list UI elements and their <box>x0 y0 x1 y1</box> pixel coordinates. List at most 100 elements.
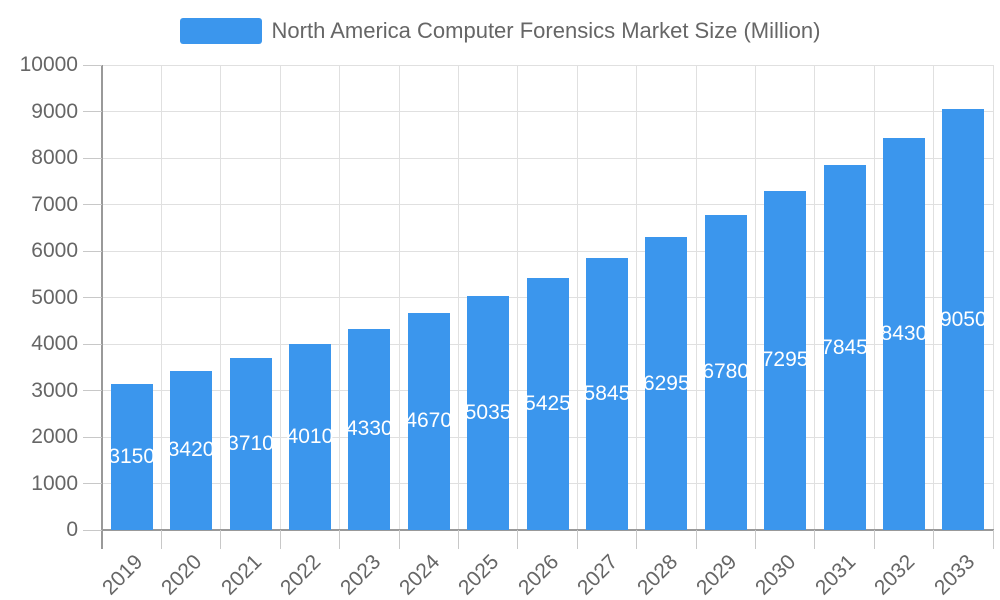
bar-value-label: 5845 <box>583 382 631 406</box>
y-gridline <box>102 204 993 205</box>
bar-value-label: 3420 <box>167 438 215 462</box>
x-axis-tick <box>517 530 519 549</box>
legend-swatch <box>179 18 262 44</box>
x-axis-label: 2030 <box>751 550 801 600</box>
x-axis-tick <box>160 530 162 549</box>
x-axis-tick <box>636 530 638 549</box>
bar-2024[interactable]: 4670 <box>405 312 453 530</box>
x-gridline <box>279 65 281 530</box>
bar-value-label: 7845 <box>821 335 868 359</box>
y-axis-tick <box>83 297 102 298</box>
x-axis-label: 2032 <box>870 550 920 600</box>
x-axis-label: 2020 <box>157 550 207 600</box>
y-gridline <box>102 64 993 66</box>
bar-value-label: 3710 <box>227 431 274 455</box>
bar-2022[interactable]: 4010 <box>286 343 334 530</box>
bar-2021[interactable]: 3710 <box>227 357 274 530</box>
y-axis-tick <box>83 157 102 159</box>
x-axis-label: 2021 <box>216 550 267 600</box>
bar-2023[interactable]: 4330 <box>345 328 393 530</box>
y-axis-tick <box>83 204 102 205</box>
x-gridline <box>992 65 994 530</box>
bar-value-label: 6780 <box>702 360 750 384</box>
y-axis-label: 5000 <box>31 285 78 309</box>
x-axis-tick <box>873 530 875 549</box>
x-axis-label: 2019 <box>97 550 148 600</box>
plot-area: 3150 3420 3710 4010 4330 4670 5035 5425 5845 6295… <box>83 64 994 549</box>
bar-2033[interactable]: 9050 <box>940 109 987 530</box>
x-axis-tick <box>814 530 816 549</box>
y-axis-label: 8000 <box>31 146 78 169</box>
y-axis-line <box>101 65 103 549</box>
x-axis-tick <box>220 530 222 549</box>
x-gridline <box>576 65 578 530</box>
x-gridline <box>933 65 935 530</box>
y-axis-label: 3000 <box>31 378 78 402</box>
y-axis-tick <box>83 64 102 66</box>
x-gridline <box>636 65 638 530</box>
x-axis-label: 2026 <box>513 550 564 600</box>
x-axis-tick <box>695 530 697 549</box>
bar-value-label: 4010 <box>286 424 334 448</box>
bar-2032[interactable]: 8430 <box>880 138 928 530</box>
bar-2029[interactable]: 6780 <box>702 214 750 530</box>
x-axis-tick <box>398 530 400 549</box>
x-axis-label: 2027 <box>573 550 623 600</box>
y-gridline <box>102 157 993 159</box>
bar-2030[interactable]: 7295 <box>761 190 809 530</box>
x-gridline <box>754 65 756 530</box>
bar-value-label: 8430 <box>880 322 928 345</box>
x-axis-label: 2024 <box>394 550 445 600</box>
x-axis-label: 2031 <box>810 550 861 600</box>
x-axis-tick <box>457 530 459 549</box>
y-axis-label: 7000 <box>31 192 78 216</box>
bar-value-label: 5035 <box>464 400 512 424</box>
bar-value-label: 4670 <box>405 409 453 433</box>
y-axis-label: 6000 <box>31 239 78 262</box>
x-axis-label: 2029 <box>691 550 742 600</box>
chart-legend[interactable]: North America Computer Forensics Market … <box>0 18 1000 44</box>
x-axis-line <box>101 529 994 531</box>
bar-value-label: 7295 <box>761 348 809 372</box>
bar-2026[interactable]: 5425 <box>524 277 571 530</box>
x-gridline <box>873 65 875 530</box>
y-gridline <box>102 111 993 112</box>
y-axis-label: 4000 <box>31 332 78 355</box>
x-axis-tick <box>933 530 935 549</box>
x-axis-tick <box>279 530 281 549</box>
x-axis-tick <box>339 530 341 549</box>
x-gridline <box>220 65 222 530</box>
y-axis-tick <box>83 111 102 112</box>
bar-value-label: 6295 <box>642 371 690 395</box>
bar-value-label: 3150 <box>108 444 156 468</box>
x-axis-label: 2023 <box>335 550 385 600</box>
x-axis-tick <box>576 530 578 549</box>
x-axis-label: 2025 <box>454 550 504 600</box>
bar-2027[interactable]: 5845 <box>583 258 631 530</box>
y-axis-label: 2000 <box>31 425 78 448</box>
bar-2020[interactable]: 3420 <box>167 370 215 530</box>
bar-value-label: 4330 <box>345 417 393 441</box>
bar-2025[interactable]: 5035 <box>464 295 512 530</box>
y-axis-tick <box>83 343 102 345</box>
x-gridline <box>695 65 697 530</box>
x-gridline <box>398 65 400 530</box>
y-axis-label: 1000 <box>31 471 78 495</box>
bar-2019[interactable]: 3150 <box>108 383 156 530</box>
legend-title: North America Computer Forensics Market … <box>271 18 821 43</box>
y-axis-tick <box>83 390 102 391</box>
y-axis-label: 10000 <box>19 53 78 76</box>
x-gridline <box>814 65 816 530</box>
x-axis-label: 2033 <box>929 550 979 600</box>
x-axis-tick <box>992 530 994 549</box>
y-axis-tick <box>83 436 102 438</box>
y-axis-label: 9000 <box>31 99 78 123</box>
bar-2031[interactable]: 7845 <box>821 165 868 530</box>
y-gridline <box>102 250 993 252</box>
y-axis-tick <box>83 529 102 531</box>
bar-value-label: 5425 <box>524 391 571 415</box>
bar-2028[interactable]: 6295 <box>642 237 690 530</box>
x-axis-label: 2022 <box>276 550 326 600</box>
x-gridline <box>517 65 519 530</box>
